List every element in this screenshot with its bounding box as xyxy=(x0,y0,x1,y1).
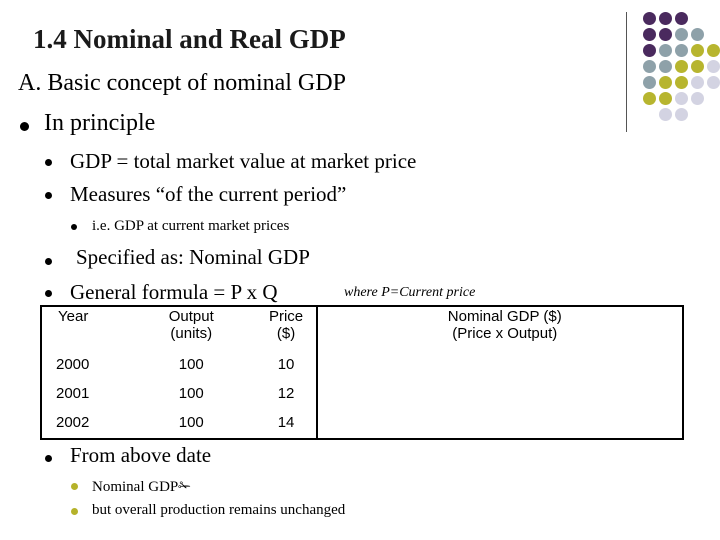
decor-dot xyxy=(643,76,656,89)
decor-dot xyxy=(691,76,704,89)
cell-output: 100 xyxy=(178,385,204,402)
cell-year: 2000 xyxy=(56,356,90,373)
bullet-gdp-definition: GDP = total market value at market price xyxy=(70,149,417,173)
decor-dot xyxy=(659,92,672,105)
header-price-line2: ($) xyxy=(276,325,296,342)
bullet-dot xyxy=(45,192,52,199)
cell-nominal xyxy=(327,356,683,385)
decor-dot xyxy=(675,92,688,105)
decor-dot xyxy=(643,28,656,41)
decor-dot xyxy=(659,12,672,25)
decor-dot xyxy=(691,44,704,57)
cell-price: 12 xyxy=(277,385,295,402)
decor-dot xyxy=(675,108,688,121)
decor-dot xyxy=(643,60,656,73)
bottom-bullet-production: but overall production remains unchanged xyxy=(92,502,346,518)
decor-dot xyxy=(659,44,672,57)
cell-price: 14 xyxy=(277,414,295,431)
from-above-text: From above date xyxy=(70,443,212,467)
bullet-dot xyxy=(45,455,52,462)
decor-divider xyxy=(626,12,627,132)
bullet-dot xyxy=(71,508,78,515)
bullet-dot xyxy=(45,258,52,265)
bullet-formula: General formula = P x Q xyxy=(70,280,278,304)
decor-dot xyxy=(675,28,688,41)
bullet-dot xyxy=(45,159,52,166)
cell-output: 100 xyxy=(178,414,204,431)
decor-dot xyxy=(659,60,672,73)
header-price: Price ($) xyxy=(246,305,327,356)
cell-nominal xyxy=(327,385,683,414)
table-right-border xyxy=(318,305,684,440)
decor-dot xyxy=(691,60,704,73)
decor-dot xyxy=(643,44,656,57)
cell-output: 100 xyxy=(178,356,204,373)
header-price-line1: Price xyxy=(268,308,304,325)
bullet-dot xyxy=(20,122,29,131)
in-principle-text: In principle xyxy=(44,110,156,136)
cell-nominal xyxy=(327,414,683,443)
decor-dot xyxy=(707,76,720,89)
decor-dot xyxy=(659,28,672,41)
bullet-dot xyxy=(45,290,52,297)
sub-bullet-current-prices: i.e. GDP at current market prices xyxy=(92,218,290,234)
table-header-row: Year Output (units) Price ($) Nominal GD… xyxy=(40,305,683,356)
table-row: 2002 100 14 xyxy=(40,414,683,443)
formula-note: where P=Current price xyxy=(344,285,476,300)
header-output-line2: (units) xyxy=(170,325,213,342)
gdp-table: Year Output (units) Price ($) Nominal GD… xyxy=(40,305,683,443)
table-left-border xyxy=(40,305,318,440)
bottom-bullet-nominal: Nominal GDP✁ xyxy=(92,477,191,496)
decor-dot xyxy=(643,92,656,105)
table-row: 2001 100 12 xyxy=(40,385,683,414)
bullet-measures: Measures “of the current period” xyxy=(70,182,347,206)
decor-dot xyxy=(691,28,704,41)
decor-dot xyxy=(675,44,688,57)
cell-year: 2002 xyxy=(56,414,90,431)
decor-dot xyxy=(675,12,688,25)
bullet-specified: Specified as: Nominal GDP xyxy=(76,245,310,269)
table-row: 2000 100 10 xyxy=(40,356,683,385)
scissors-icon: ✁ xyxy=(178,477,191,495)
decor-dot xyxy=(707,60,720,73)
cell-year: 2001 xyxy=(56,385,90,402)
cell-price: 10 xyxy=(277,356,295,373)
decor-dot xyxy=(659,76,672,89)
header-output-line1: Output xyxy=(168,308,214,325)
decor-dot xyxy=(675,60,688,73)
slide-title: 1.4 Nominal and Real GDP xyxy=(33,24,346,54)
decor-dot xyxy=(659,108,672,121)
decor-dot xyxy=(643,12,656,25)
decor-dot xyxy=(707,44,720,57)
header-year: Year xyxy=(58,308,89,325)
header-nominal: Nominal GDP ($) (Price x Output) xyxy=(327,305,683,356)
section-heading: A. Basic concept of nominal GDP xyxy=(18,70,346,96)
bullet-dot xyxy=(71,224,77,230)
header-output: Output (units) xyxy=(137,305,246,356)
header-nominal-line2: (Price x Output) xyxy=(452,325,558,342)
bullet-dot xyxy=(71,483,78,490)
decor-dot xyxy=(675,76,688,89)
decor-dot xyxy=(691,92,704,105)
header-nominal-line1: Nominal GDP ($) xyxy=(447,308,562,325)
nominal-gdp-text: Nominal GDP xyxy=(92,479,179,495)
